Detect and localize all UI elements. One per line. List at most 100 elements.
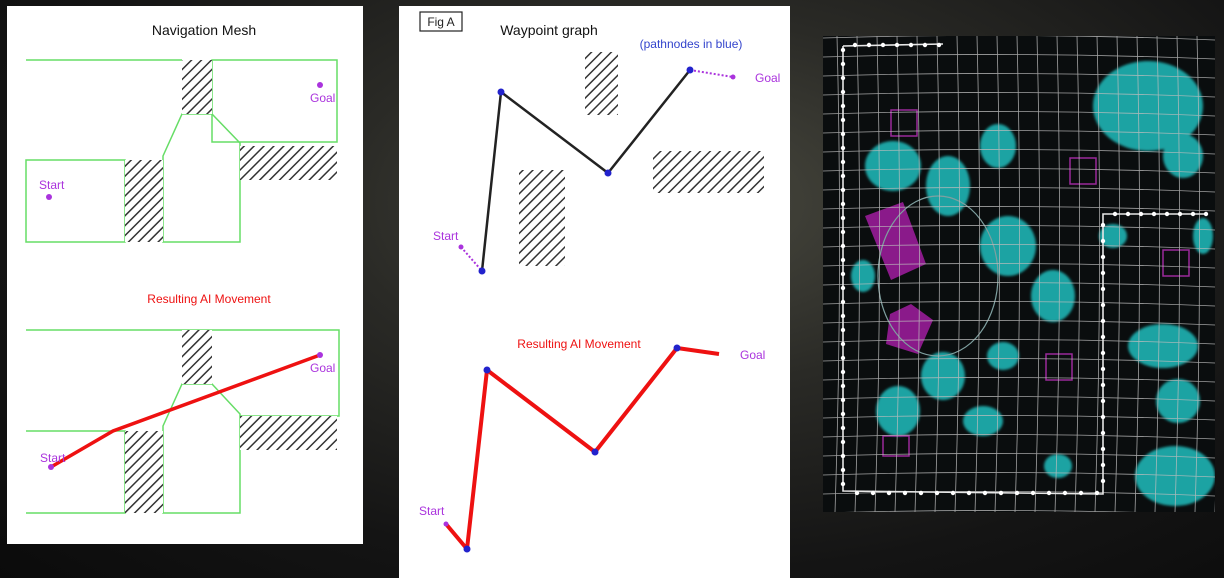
- waypoint-dot: [934, 490, 940, 496]
- waypoint-dot: [840, 159, 846, 165]
- waypoint-dots: [840, 42, 1209, 496]
- obstacle-block: [519, 170, 565, 266]
- grid-line-horizontal: [823, 263, 1215, 269]
- waypoint-dot: [840, 103, 846, 109]
- foliage-cluster: [980, 124, 1016, 168]
- grid-line-vertical: [1114, 36, 1120, 512]
- grid-line-vertical: [894, 36, 900, 512]
- grid-line-vertical: [1154, 36, 1160, 512]
- game-navmesh-render: [823, 36, 1215, 512]
- area-marker: [1162, 249, 1190, 277]
- waypoint-dot: [966, 490, 972, 496]
- grid-line-vertical: [1174, 36, 1180, 512]
- waypoint-dot: [1177, 211, 1183, 217]
- mesh-region-corridor: [162, 113, 241, 243]
- waypoint-dot: [840, 327, 846, 333]
- grid-line-vertical: [1014, 36, 1020, 512]
- grid-line-horizontal: [823, 130, 1215, 136]
- foliage-cluster: [1093, 61, 1203, 151]
- pathnode: [497, 88, 505, 96]
- grid-line-horizontal: [823, 225, 1215, 231]
- waypoint-dot: [902, 490, 908, 496]
- foliage-cluster: [921, 352, 965, 400]
- waypoint-dot: [840, 75, 846, 81]
- waypoint-dot: [840, 243, 846, 249]
- waypoint-dot: [840, 369, 846, 375]
- waypoint-dot: [950, 490, 956, 496]
- waypoint-dot: [1138, 211, 1144, 217]
- grid-line-horizontal: [823, 339, 1215, 345]
- building: [865, 202, 926, 280]
- waypoint-dot: [840, 467, 846, 473]
- movement-nodes: [463, 344, 681, 553]
- waypoint-dot: [840, 481, 846, 487]
- goal-label: Goal: [740, 348, 765, 362]
- start-label: Start: [39, 178, 65, 192]
- area-marker: [882, 435, 910, 457]
- waypoint-dot: [1151, 211, 1157, 217]
- waypoint-dot: [1046, 490, 1052, 496]
- grid-line-vertical: [934, 36, 940, 512]
- waypoint-dot: [854, 490, 860, 496]
- waypoint-dot: [840, 313, 846, 319]
- grid-line-horizontal: [823, 36, 1215, 41]
- obstacle-block: [240, 416, 337, 450]
- goal-label: Goal: [310, 361, 335, 375]
- grid-line-horizontal: [823, 434, 1215, 440]
- waypoint-dot: [1100, 302, 1106, 308]
- waypoint-dot: [982, 490, 988, 496]
- waypoint-dot: [894, 42, 900, 48]
- grid-line-horizontal: [823, 149, 1215, 155]
- waypoint-dot: [1100, 366, 1106, 372]
- navigation-grid: [823, 36, 1215, 512]
- waypoint-dot: [840, 215, 846, 221]
- waypoint-dot: [1078, 490, 1084, 496]
- foliage-cluster: [1031, 270, 1075, 322]
- grid-line-horizontal: [823, 415, 1215, 421]
- waypoint-dot: [1100, 334, 1106, 340]
- fig-label: Fig A: [427, 15, 454, 29]
- waypoint-dot: [1100, 238, 1106, 244]
- goal-label: Goal: [310, 91, 335, 105]
- waypoint-graph-edges: [480, 69, 691, 272]
- grid-line-vertical: [1194, 36, 1200, 512]
- goal-point: [730, 74, 736, 80]
- pathnode: [686, 66, 694, 74]
- foliage-cluster: [987, 342, 1019, 370]
- pathnode: [591, 448, 599, 456]
- start-label: Start: [419, 504, 445, 518]
- grid-line-horizontal: [823, 282, 1215, 288]
- waypoint-dot: [870, 490, 876, 496]
- obstacle-block: [125, 160, 163, 242]
- waypoint-dot: [840, 341, 846, 347]
- waypoint-dot: [908, 42, 914, 48]
- waypoint-dot: [840, 117, 846, 123]
- obstacle-block: [182, 60, 212, 114]
- waypoint-dot: [840, 453, 846, 459]
- start-label: Start: [433, 229, 459, 243]
- waypoint-dot: [1100, 350, 1106, 356]
- navigation-mesh-panel: Navigation Mesh Start Goal Resulting AI …: [7, 6, 363, 544]
- waypoint-dot: [1100, 382, 1106, 388]
- grid-line-horizontal: [823, 377, 1215, 383]
- foliage-cluster: [1163, 134, 1203, 178]
- goal-point: [317, 82, 323, 88]
- grid-line-vertical: [874, 36, 880, 512]
- waypoint-dot: [840, 257, 846, 263]
- waypoint-dot: [840, 397, 846, 403]
- start-label: Start: [40, 451, 66, 465]
- pathnodes: [478, 66, 694, 275]
- waypoint-dot: [1125, 211, 1131, 217]
- building: [886, 304, 933, 354]
- grid-line-vertical: [854, 36, 860, 512]
- waypoint-dot: [886, 490, 892, 496]
- grid-line-horizontal: [823, 320, 1215, 326]
- grid-line-horizontal: [823, 358, 1215, 364]
- start-point: [443, 521, 449, 527]
- area-markers: [882, 109, 1190, 457]
- pathnode: [604, 169, 612, 177]
- grid-line-horizontal: [823, 92, 1215, 98]
- start-point: [48, 464, 54, 470]
- waypoint-dot: [922, 42, 928, 48]
- waypoint-dot: [840, 131, 846, 137]
